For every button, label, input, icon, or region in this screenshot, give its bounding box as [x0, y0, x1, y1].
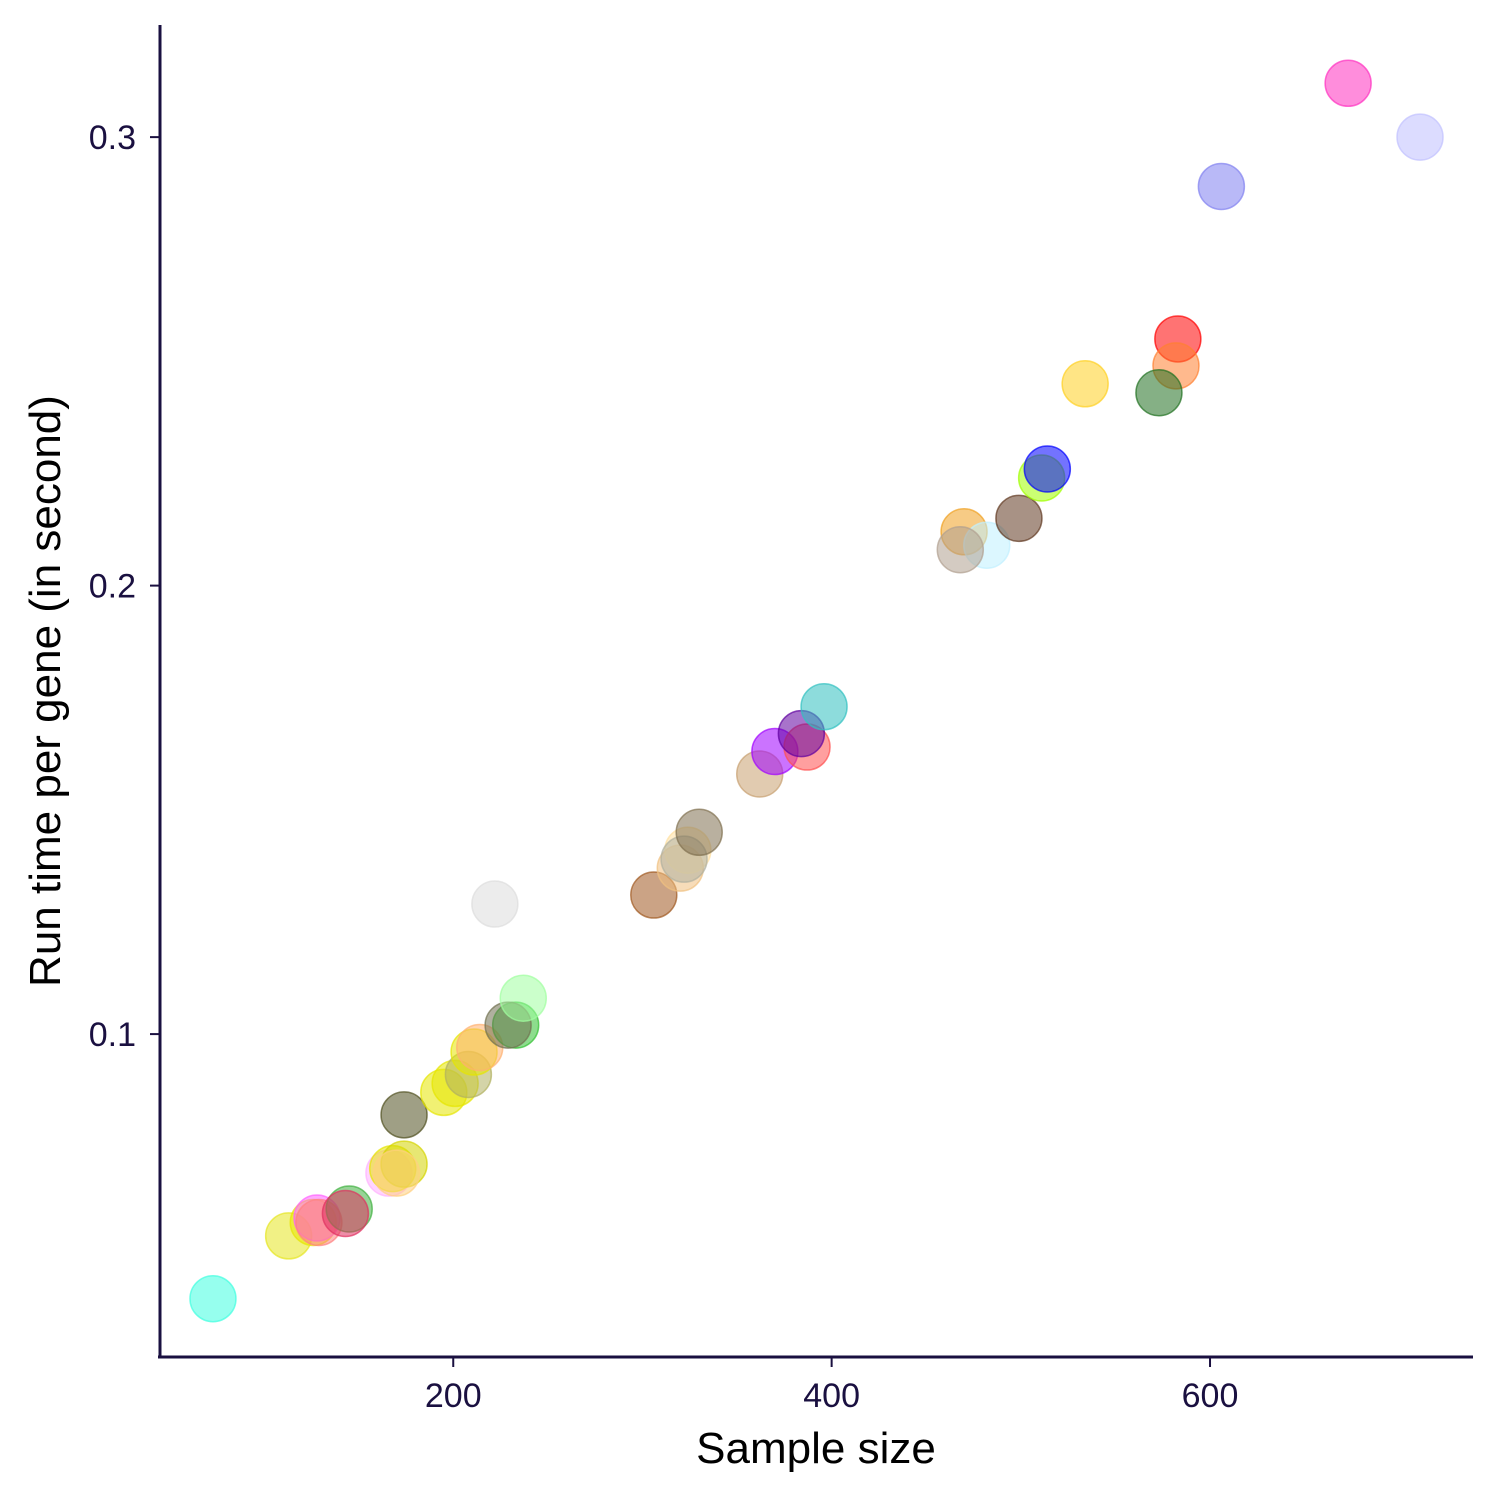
y-tick-label: 0.1	[89, 1016, 136, 1054]
data-point-38	[1061, 360, 1109, 408]
data-point-21	[499, 974, 548, 1022]
data-point-26	[675, 808, 723, 857]
x-tick-label: 400	[803, 1377, 860, 1415]
data-point-11	[372, 1149, 421, 1197]
data-point-18	[471, 880, 519, 928]
data-point-31	[800, 682, 848, 731]
x-axis-title: Sample size	[696, 1424, 936, 1473]
x-tick-label: 200	[425, 1377, 482, 1415]
y-tick-label: 0.3	[89, 119, 136, 157]
data-point-37	[1023, 445, 1072, 493]
ticks-layer: 200 400 600 0.1 0.2 0.3	[89, 119, 1239, 1415]
y-tick-label: 0.2	[89, 568, 136, 606]
data-point-1	[189, 1274, 237, 1323]
data-point-42	[1197, 162, 1246, 211]
y-axis-title: Run time per gene (in second)	[21, 395, 70, 987]
data-point-43	[1324, 59, 1372, 108]
data-point-7	[321, 1189, 370, 1238]
data-point-35	[995, 494, 1043, 543]
data-point-34	[936, 525, 985, 574]
data-point-41	[1135, 369, 1183, 417]
x-tick-label: 600	[1182, 1377, 1239, 1415]
points-layer	[189, 59, 1444, 1323]
data-point-12	[380, 1091, 428, 1139]
data-point-44	[1396, 113, 1444, 161]
